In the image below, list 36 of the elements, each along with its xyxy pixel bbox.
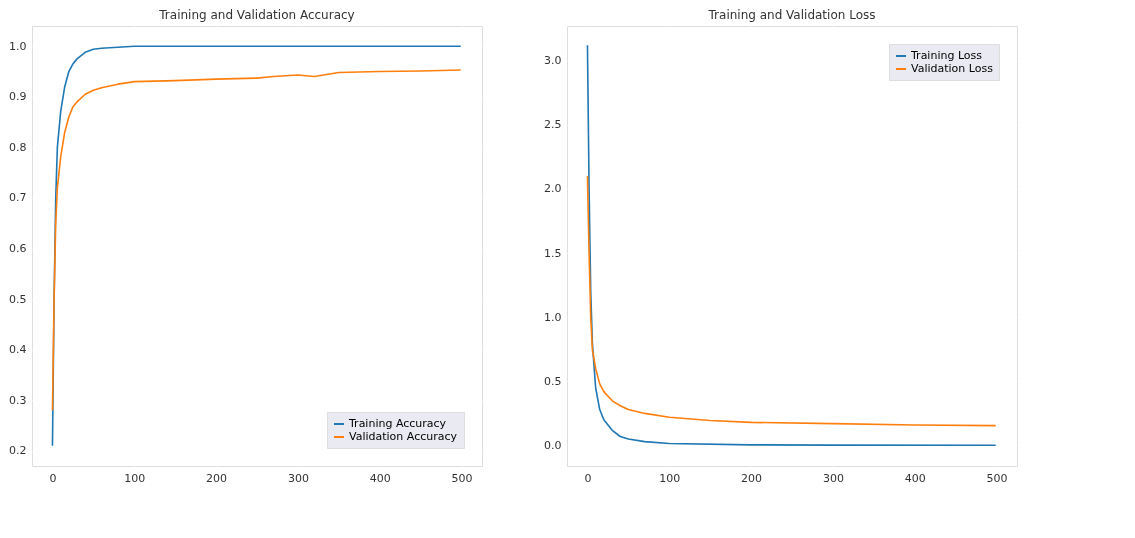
y-tick-label: 0.0 [544,438,562,452]
y-tick-label: 0.2 [9,444,27,458]
line-series [586,175,997,427]
y-tick-label: 3.0 [544,54,562,68]
y-tick-label: 1.0 [544,310,562,324]
legend-label: Validation Loss [911,62,994,75]
y-tick-label: 2.5 [544,118,562,132]
y-tick-label: 2.0 [544,182,562,196]
x-tick-label: 300 [822,471,844,485]
y-tick-label: 0.6 [9,242,27,256]
legend-label: Training Loss [910,49,983,62]
x-tick-label: 300 [287,471,309,485]
legend-label: Validation Accuracy [349,430,458,443]
chart-title: Training and Validation Accuracy [158,8,355,22]
line-series [586,44,997,447]
y-tick-label: 0.9 [9,90,27,104]
y-tick-label: 0.7 [9,191,27,205]
x-tick-label: 0 [49,471,57,485]
y-tick-label: 0.8 [9,140,27,154]
x-tick-label: 200 [206,471,228,485]
x-tick-label: 500 [986,471,1008,485]
x-tick-label: 100 [124,471,146,485]
x-tick-label: 400 [369,471,391,485]
y-tick-label: 0.4 [9,343,27,357]
y-tick-label: 1.0 [9,39,27,53]
x-tick-label: 0 [584,471,592,485]
x-tick-label: 500 [451,471,473,485]
x-tick-label: 200 [741,471,763,485]
x-tick-label: 100 [659,471,681,485]
legend-label: Training Accuracy [348,417,447,430]
y-tick-label: 1.5 [544,246,562,260]
x-tick-label: 400 [904,471,926,485]
y-tick-label: 0.5 [9,292,27,306]
y-tick-label: 0.3 [9,393,27,407]
y-tick-label: 0.5 [544,374,562,388]
chart-title: Training and Validation Loss [707,8,876,22]
